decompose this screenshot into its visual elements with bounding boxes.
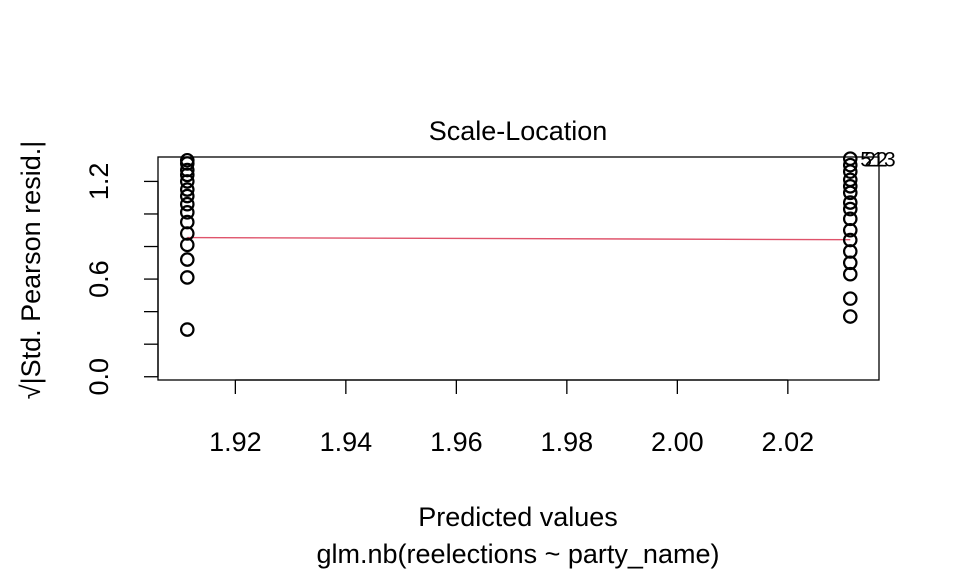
x-axis-label: Predicted values — [418, 502, 618, 532]
point-label: 13 — [872, 149, 895, 172]
x-tick-label: 1.94 — [320, 427, 373, 457]
data-point — [842, 222, 858, 238]
y-tick-label: 1.2 — [84, 163, 114, 201]
data-point — [179, 188, 195, 204]
data-point — [842, 164, 858, 179]
chart-title: Scale-Location — [429, 116, 608, 146]
data-point — [842, 309, 858, 324]
chart-subtitle: glm.nb(reelections ~ party_name) — [317, 539, 720, 569]
data-point — [179, 270, 195, 285]
point-label: 22 — [864, 149, 887, 172]
data-point — [179, 205, 195, 220]
y-axis-label: √|Std. Pearson resid.| — [16, 141, 46, 399]
data-point — [179, 252, 195, 267]
data-point — [842, 195, 858, 210]
x-axis: 1.92 1.94 1.96 1.98 2.00 2.02 — [209, 379, 815, 457]
points-layer — [179, 151, 858, 337]
y-tick-label: 0.0 — [84, 358, 114, 396]
data-point — [842, 185, 858, 201]
data-point — [179, 167, 195, 183]
x-tick-label: 2.02 — [762, 427, 815, 457]
data-point — [842, 291, 858, 306]
x-tick-label: 1.98 — [541, 427, 594, 457]
data-point — [179, 237, 195, 253]
x-tick-label: 1.92 — [209, 427, 262, 457]
smooth-line — [187, 236, 851, 241]
x-tick-label: 1.96 — [430, 427, 483, 457]
data-point — [842, 157, 858, 173]
y-tick-label: 0.6 — [84, 260, 114, 298]
data-point — [179, 182, 195, 197]
data-point — [842, 266, 858, 282]
smooth-line-layer — [187, 236, 851, 241]
data-point — [842, 178, 858, 194]
point-label: 5 — [860, 149, 872, 172]
data-point — [179, 174, 195, 189]
data-point — [179, 196, 195, 212]
plot-frame — [157, 156, 880, 381]
data-point — [179, 322, 195, 337]
data-point — [842, 201, 858, 217]
y-axis: 0.0 0.6 1.2 — [84, 163, 159, 396]
x-tick-label: 2.00 — [651, 427, 704, 457]
